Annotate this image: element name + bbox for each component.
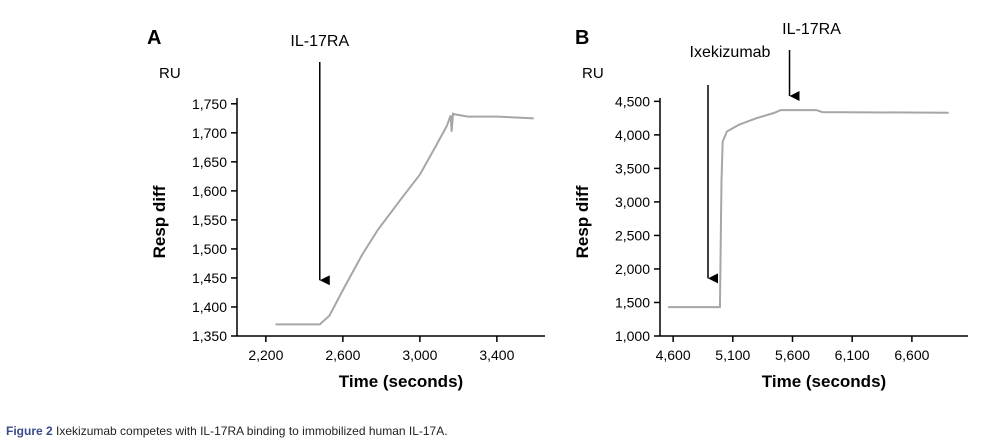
y-tick-label: 1,400 <box>192 299 227 315</box>
annotation: IL-17RA <box>782 21 841 38</box>
x-tick-label: 6,600 <box>894 347 929 363</box>
y-tick-label: 1,650 <box>192 154 227 170</box>
x-tick-label: 2,200 <box>248 347 283 363</box>
y-unit: RU <box>159 65 181 82</box>
panel-label: B <box>575 27 589 49</box>
y-axis-label: Resp diff <box>150 185 169 258</box>
y-axis-label: Resp diff <box>573 185 592 258</box>
y-tick-label: 1,700 <box>192 125 227 141</box>
y-tick-label: 3,000 <box>615 194 650 210</box>
x-axis-label: Time (seconds) <box>339 372 463 391</box>
x-axis-label: Time (seconds) <box>762 372 886 391</box>
y-tick-label: 4,500 <box>615 93 650 109</box>
data-line <box>668 109 949 309</box>
y-tick-label: 1,600 <box>192 183 227 199</box>
y-tick-label: 1,350 <box>192 328 227 344</box>
caption-text: Ixekizumab competes with IL-17RA binding… <box>56 424 448 438</box>
y-unit: RU <box>582 65 604 82</box>
data-line <box>275 112 534 326</box>
y-tick-label: 1,000 <box>615 328 650 344</box>
x-tick-label: 6,100 <box>835 347 870 363</box>
y-tick-label: 2,000 <box>615 261 650 277</box>
annotation: IL-17RA <box>290 33 349 50</box>
y-tick-label: 1,550 <box>192 212 227 228</box>
y-tick-label: 1,500 <box>615 294 650 310</box>
x-tick-label: 4,600 <box>656 347 691 363</box>
caption: Figure 2 Ixekizumab competes with IL-17R… <box>6 424 448 438</box>
y-tick-label: 1,500 <box>192 241 227 257</box>
annotation: Ixekizumab <box>690 44 771 61</box>
caption-label: Figure 2 <box>6 424 53 438</box>
chart: 1,350 1,400 1,450 1,500 1,550 1,600 1,650 1,700… <box>147 21 968 391</box>
x-tick-label: 5,100 <box>715 347 750 363</box>
x-tick-label: 3,400 <box>479 347 514 363</box>
panel-label: A <box>147 27 161 49</box>
y-tick-label: 3,500 <box>615 160 650 176</box>
y-tick-label: 1,750 <box>192 96 227 112</box>
y-tick-label: 2,500 <box>615 227 650 243</box>
y-tick-label: 4,000 <box>615 127 650 143</box>
x-tick-label: 3,000 <box>402 347 437 363</box>
x-tick-label: 5,600 <box>775 347 810 363</box>
y-tick-label: 1,450 <box>192 270 227 286</box>
x-tick-label: 2,600 <box>325 347 360 363</box>
